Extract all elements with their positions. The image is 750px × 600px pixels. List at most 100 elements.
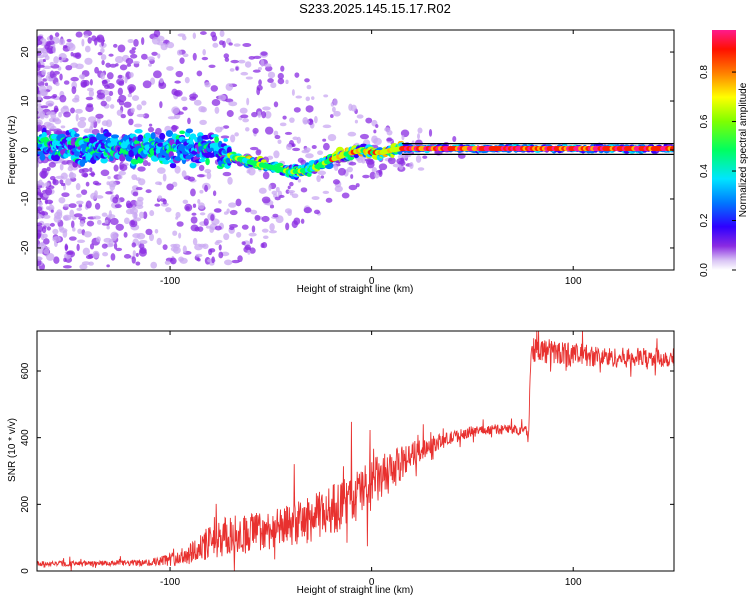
- heatmap-cell: [141, 100, 147, 106]
- heatmap-cell: [214, 106, 220, 114]
- heatmap-cell: [39, 170, 48, 179]
- heatmap-cell: [174, 80, 181, 84]
- heatmap-cell: [262, 235, 269, 240]
- heatmap-cell: [110, 253, 116, 261]
- heatmap-cell: [115, 63, 119, 67]
- heatmap-cell: [48, 40, 55, 45]
- heatmap-cell: [84, 45, 91, 53]
- heatmap-cell: [44, 55, 50, 61]
- heatmap-cell: [245, 76, 253, 80]
- heatmap-cell: [42, 225, 47, 229]
- heatmap-cell: [373, 129, 377, 134]
- heatmap-cell: [39, 110, 46, 118]
- heatmap-cell: [66, 38, 72, 43]
- heatmap-cell: [135, 177, 141, 181]
- heatmap-cell: [210, 214, 215, 221]
- snr-panel: -100 0 100 0 200 400 600 Height of straight li…: [7, 330, 675, 596]
- heatmap-cell: [142, 211, 148, 219]
- heatmap-cell: [114, 55, 124, 64]
- heatmap-cell: [154, 228, 159, 234]
- heatmap-cell: [173, 90, 181, 96]
- heatmap-cell: [317, 170, 327, 176]
- heatmap-cell: [189, 96, 197, 101]
- heatmap-cell: [206, 171, 212, 180]
- heatmap-cell: [37, 75, 42, 84]
- heatmap-cell: [76, 200, 84, 205]
- heatmap-cell: [85, 200, 92, 209]
- heatmap-cell: [80, 189, 88, 195]
- heatmap-cell: [396, 157, 405, 165]
- heatmap-cell: [86, 87, 94, 92]
- heatmap-cell: [334, 165, 339, 171]
- heatmap-cell: [179, 257, 188, 264]
- heatmap-cell: [190, 188, 196, 197]
- heatmap-cell: [103, 132, 112, 137]
- heatmap-cell: [348, 161, 357, 166]
- heatmap-cell: [81, 172, 89, 178]
- heatmap-cell: [107, 176, 111, 180]
- heatmap-cell: [191, 212, 197, 216]
- heatmap-cell: [285, 143, 293, 150]
- heatmap-cell: [76, 207, 82, 212]
- heatmap-cell: [55, 81, 60, 87]
- heatmap-cell: [130, 158, 140, 165]
- heatmap-cell: [322, 142, 330, 151]
- heatmap-cell: [331, 106, 336, 113]
- heatmap-cell: [89, 167, 93, 173]
- heatmap-cell: [94, 190, 98, 198]
- heatmap-cell: [126, 63, 132, 67]
- heatmap-cell: [226, 208, 230, 214]
- heatmap-cell: [401, 151, 410, 159]
- heatmap-cell: [337, 167, 346, 176]
- heatmap-cell: [175, 211, 181, 218]
- heatmap-cell: [74, 108, 83, 114]
- heatmap-cell: [37, 161, 40, 168]
- heatmap-cell: [417, 167, 425, 171]
- heatmap-cell: [292, 147, 301, 152]
- heatmap-cell: [42, 58, 46, 63]
- spectrogram-x-tick-label: -100: [160, 276, 180, 287]
- heatmap-cell: [242, 118, 250, 123]
- heatmap-cell: [240, 71, 249, 76]
- spectrogram-y-tick-label: 0: [20, 147, 31, 153]
- heatmap-cell: [128, 149, 135, 158]
- heatmap-cell: [392, 163, 402, 168]
- heatmap-cell: [85, 181, 90, 187]
- heatmap-cell: [42, 214, 51, 219]
- heatmap-cell: [285, 79, 289, 85]
- heatmap-cell: [123, 101, 132, 108]
- heatmap-cell: [244, 61, 252, 68]
- heatmap-cell: [131, 174, 138, 181]
- heatmap-cell: [211, 34, 218, 42]
- heatmap-cell: [208, 64, 216, 69]
- heatmap-cell: [77, 239, 86, 244]
- heatmap-cell: [245, 127, 250, 132]
- heatmap-cell: [270, 82, 277, 89]
- heatmap-cell: [44, 82, 49, 87]
- heatmap-cell: [38, 85, 47, 93]
- heatmap-cell: [196, 258, 201, 262]
- heatmap-cell: [126, 156, 133, 162]
- heatmap-cell: [37, 256, 42, 261]
- heatmap-cell: [135, 252, 139, 257]
- heatmap-cell: [378, 163, 388, 171]
- heatmap-cell: [41, 131, 48, 138]
- heatmap-cell: [199, 212, 206, 216]
- heatmap-cell: [285, 189, 290, 194]
- heatmap-cell: [242, 43, 252, 48]
- heatmap-cell: [218, 251, 224, 259]
- heatmap-cell: [55, 175, 65, 179]
- heatmap-cell: [106, 214, 116, 219]
- heatmap-cell: [118, 80, 125, 86]
- heatmap-cell: [117, 174, 123, 180]
- heatmap-cell: [92, 250, 100, 259]
- heatmap-cell: [116, 98, 121, 103]
- heatmap-cell: [109, 217, 119, 226]
- heatmap-cell: [92, 215, 101, 220]
- heatmap-cell: [113, 164, 119, 172]
- heatmap-cell: [77, 120, 87, 129]
- heatmap-cell: [105, 95, 112, 102]
- heatmap-cell: [53, 107, 59, 113]
- heatmap-cell: [141, 53, 148, 60]
- heatmap-cell: [214, 225, 222, 231]
